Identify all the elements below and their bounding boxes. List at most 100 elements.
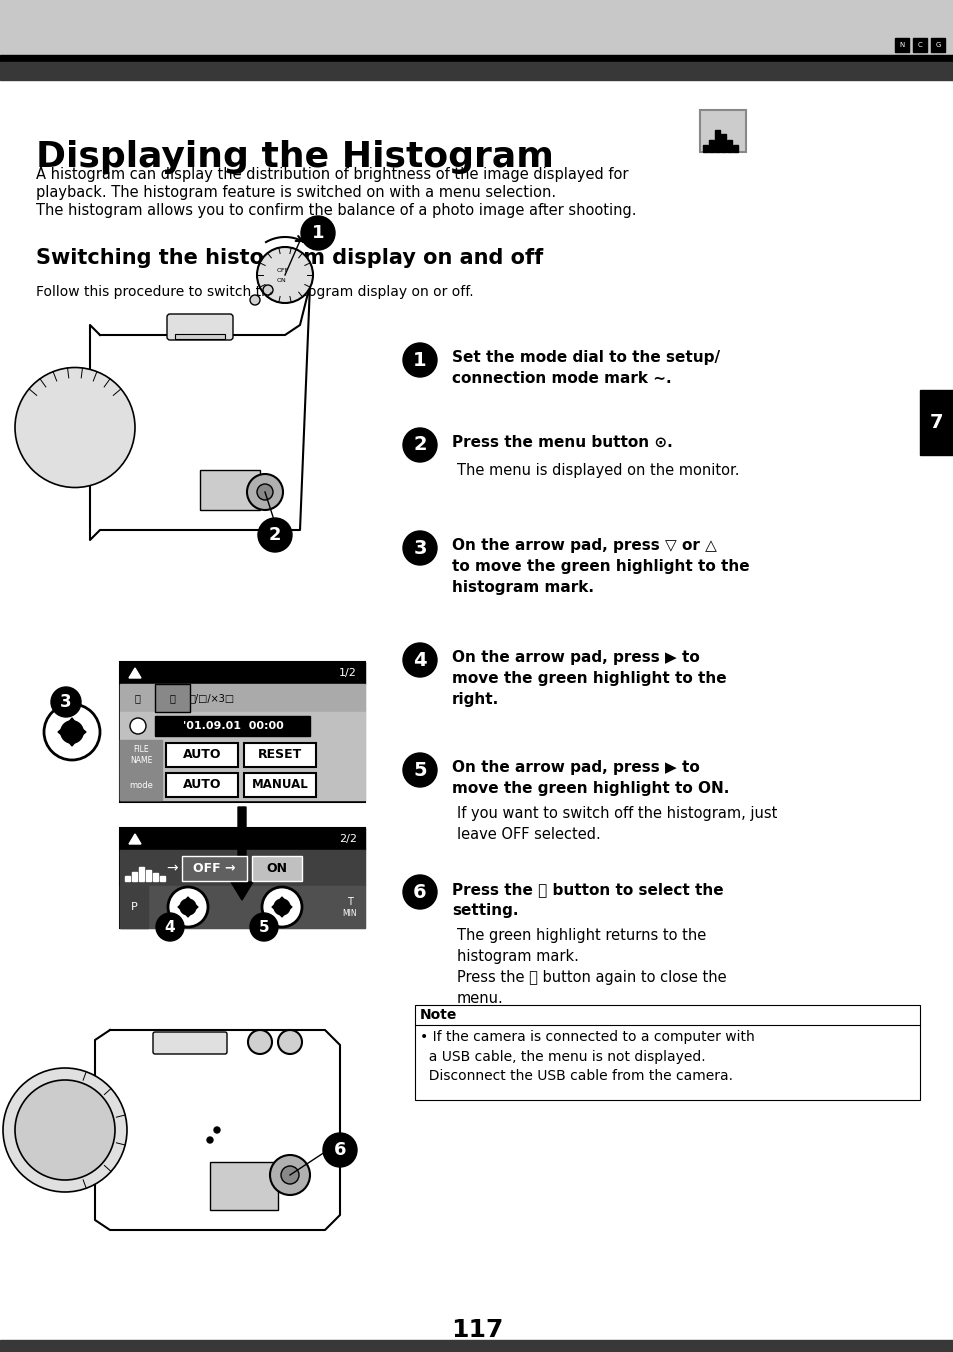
FancyArrow shape xyxy=(231,807,253,900)
Circle shape xyxy=(281,1165,298,1184)
Polygon shape xyxy=(129,668,141,677)
Text: 117: 117 xyxy=(451,1318,502,1343)
Text: Press the ⒪ button to select the
setting.: Press the ⒪ button to select the setting… xyxy=(452,882,723,918)
Polygon shape xyxy=(277,896,286,902)
Bar xyxy=(912,38,926,51)
Bar xyxy=(732,145,738,151)
Bar xyxy=(154,684,190,713)
Text: N: N xyxy=(899,42,903,49)
Bar xyxy=(120,713,365,740)
Text: 4: 4 xyxy=(413,650,426,669)
Bar xyxy=(0,1340,953,1352)
Bar xyxy=(120,886,148,927)
Bar xyxy=(120,886,365,927)
Text: 3: 3 xyxy=(60,694,71,711)
Circle shape xyxy=(40,392,110,462)
Bar xyxy=(120,684,365,713)
Text: 2: 2 xyxy=(269,526,281,544)
Circle shape xyxy=(45,1110,85,1151)
Text: The green highlight returns to the
histogram mark.
Press the ⒪ button again to c: The green highlight returns to the histo… xyxy=(456,927,726,1006)
Bar xyxy=(120,740,365,771)
Text: 2: 2 xyxy=(413,435,426,454)
Polygon shape xyxy=(67,718,77,725)
Circle shape xyxy=(257,518,292,552)
Bar xyxy=(894,38,908,51)
Polygon shape xyxy=(184,896,192,902)
Bar xyxy=(120,662,365,684)
Text: 6: 6 xyxy=(334,1141,346,1159)
Circle shape xyxy=(44,704,100,760)
Text: OFF →: OFF → xyxy=(193,861,235,875)
Text: 6: 6 xyxy=(413,883,426,902)
Bar xyxy=(708,141,713,151)
Text: On the arrow pad, press ▶ to
move the green highlight to the
right.: On the arrow pad, press ▶ to move the gr… xyxy=(452,650,726,707)
Circle shape xyxy=(402,429,436,462)
Bar xyxy=(120,740,162,771)
Polygon shape xyxy=(178,903,183,911)
FancyBboxPatch shape xyxy=(167,314,233,339)
Bar xyxy=(120,662,365,802)
Text: ON: ON xyxy=(276,277,287,283)
Text: • If the camera is connected to a computer with
  a USB cable, the menu is not d: • If the camera is connected to a comput… xyxy=(419,1030,754,1083)
Text: MIN: MIN xyxy=(342,910,357,918)
Text: Displaying the Histogram: Displaying the Histogram xyxy=(36,141,554,174)
Circle shape xyxy=(250,913,277,941)
Bar xyxy=(244,744,315,767)
Text: Set the mode dial to the setup/
connection mode mark ∼.: Set the mode dial to the setup/ connecti… xyxy=(452,350,720,387)
Circle shape xyxy=(277,1030,302,1055)
Bar xyxy=(244,773,315,796)
Text: G: G xyxy=(934,42,940,49)
Circle shape xyxy=(213,1128,220,1133)
Text: AUTO: AUTO xyxy=(183,779,221,791)
Circle shape xyxy=(270,1155,310,1195)
Bar xyxy=(930,38,944,51)
Text: The menu is displayed on the monitor.: The menu is displayed on the monitor. xyxy=(456,462,739,479)
Text: FILE
NAME: FILE NAME xyxy=(130,745,152,765)
Text: P: P xyxy=(131,902,137,913)
Text: 4: 4 xyxy=(165,919,175,934)
Circle shape xyxy=(256,484,273,500)
Text: 🌸: 🌸 xyxy=(134,694,140,703)
Circle shape xyxy=(29,1094,101,1165)
Bar xyxy=(919,389,953,456)
Bar xyxy=(0,55,953,62)
Text: C: C xyxy=(917,42,922,49)
Circle shape xyxy=(130,718,146,734)
Text: T: T xyxy=(347,896,353,907)
Text: A histogram can display the distribution of brightness of the image displayed fo: A histogram can display the distribution… xyxy=(36,168,628,183)
Text: 1/2: 1/2 xyxy=(338,668,356,677)
Text: OFF: OFF xyxy=(276,269,289,273)
Circle shape xyxy=(402,753,436,787)
Polygon shape xyxy=(90,285,310,539)
Circle shape xyxy=(207,1137,213,1142)
Bar xyxy=(120,827,365,927)
FancyBboxPatch shape xyxy=(152,1032,227,1055)
Text: Follow this procedure to switch the histogram display on or off.: Follow this procedure to switch the hist… xyxy=(36,285,473,299)
Circle shape xyxy=(250,295,260,306)
Text: On the arrow pad, press ▶ to
move the green highlight to ON.: On the arrow pad, press ▶ to move the gr… xyxy=(452,760,729,796)
Circle shape xyxy=(263,285,273,295)
Text: Note: Note xyxy=(419,1009,456,1022)
Polygon shape xyxy=(272,903,276,911)
Circle shape xyxy=(248,1030,272,1055)
Polygon shape xyxy=(79,726,86,738)
Bar xyxy=(252,856,302,882)
Text: If you want to switch off the histogram, just
leave OFF selected.: If you want to switch off the histogram,… xyxy=(456,806,777,842)
Text: 1: 1 xyxy=(413,350,426,369)
Text: MANUAL: MANUAL xyxy=(252,779,308,791)
Bar xyxy=(182,856,247,882)
Circle shape xyxy=(15,368,135,488)
Polygon shape xyxy=(287,903,292,911)
Circle shape xyxy=(301,216,335,250)
Text: 5: 5 xyxy=(258,919,269,934)
Text: Press the menu button ⊙.: Press the menu button ⊙. xyxy=(452,435,672,450)
Bar xyxy=(700,110,745,151)
Polygon shape xyxy=(184,913,192,917)
Circle shape xyxy=(180,899,195,915)
Circle shape xyxy=(323,1133,356,1167)
Circle shape xyxy=(402,875,436,909)
Bar xyxy=(166,744,237,767)
Bar xyxy=(125,876,130,882)
Text: 2/2: 2/2 xyxy=(338,834,356,844)
Circle shape xyxy=(51,687,81,717)
